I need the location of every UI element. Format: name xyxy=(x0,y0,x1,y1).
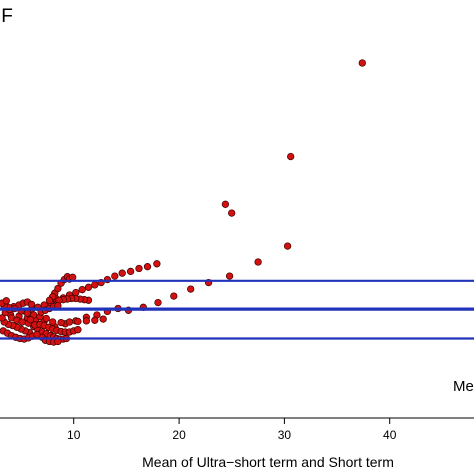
data-point xyxy=(74,326,82,334)
data-point xyxy=(33,330,41,339)
x-tick-label: 30 xyxy=(278,428,292,442)
data-point xyxy=(42,314,50,323)
data-point xyxy=(65,318,74,326)
data-point xyxy=(54,284,62,293)
x-tick-label: 10 xyxy=(67,428,81,442)
data-point xyxy=(143,263,152,271)
data-point xyxy=(57,318,65,327)
data-point xyxy=(27,300,36,309)
data-point xyxy=(74,317,82,326)
data-point xyxy=(103,275,112,284)
data-point xyxy=(170,292,178,300)
data-point xyxy=(358,59,366,67)
reference-lines-layer xyxy=(0,279,474,340)
data-point xyxy=(153,260,161,268)
data-point xyxy=(154,298,162,307)
data-point xyxy=(111,272,119,280)
x-axis-label: Mean of Ultra−short term and Short term xyxy=(142,454,394,470)
data-point xyxy=(283,242,292,250)
chart-title: IF xyxy=(0,6,13,27)
data-point xyxy=(2,297,10,305)
data-point xyxy=(254,258,262,266)
data-point xyxy=(287,152,295,161)
x-tick-label: 20 xyxy=(172,428,186,442)
data-point xyxy=(0,314,6,322)
data-point xyxy=(49,318,57,326)
data-point xyxy=(91,281,99,289)
x-axis-ticks: 10 20 30 40 xyxy=(67,418,397,442)
data-point xyxy=(99,315,107,323)
data-point xyxy=(126,267,135,276)
data-point xyxy=(118,269,126,277)
data-point xyxy=(69,273,77,281)
data-point xyxy=(45,296,54,304)
data-point xyxy=(187,285,195,293)
data-point xyxy=(26,316,35,324)
data-point xyxy=(84,283,93,291)
data-point xyxy=(82,317,91,325)
data-point xyxy=(18,318,26,326)
data-point xyxy=(225,272,234,280)
data-point xyxy=(91,316,99,324)
data-point xyxy=(228,209,236,217)
data-point xyxy=(78,286,86,294)
data-point xyxy=(221,200,230,208)
points-layer xyxy=(0,59,366,346)
reference-line-label: Me xyxy=(453,378,474,395)
data-point xyxy=(135,264,143,273)
data-point xyxy=(23,309,32,317)
x-tick-label: 40 xyxy=(383,428,397,442)
